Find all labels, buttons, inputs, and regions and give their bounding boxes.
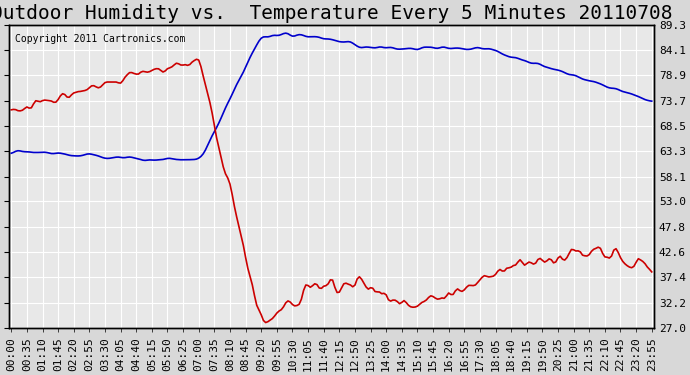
Text: Copyright 2011 Cartronics.com: Copyright 2011 Cartronics.com [15, 34, 186, 44]
Title: Outdoor Humidity vs.  Temperature Every 5 Minutes 20110708: Outdoor Humidity vs. Temperature Every 5… [0, 4, 672, 23]
